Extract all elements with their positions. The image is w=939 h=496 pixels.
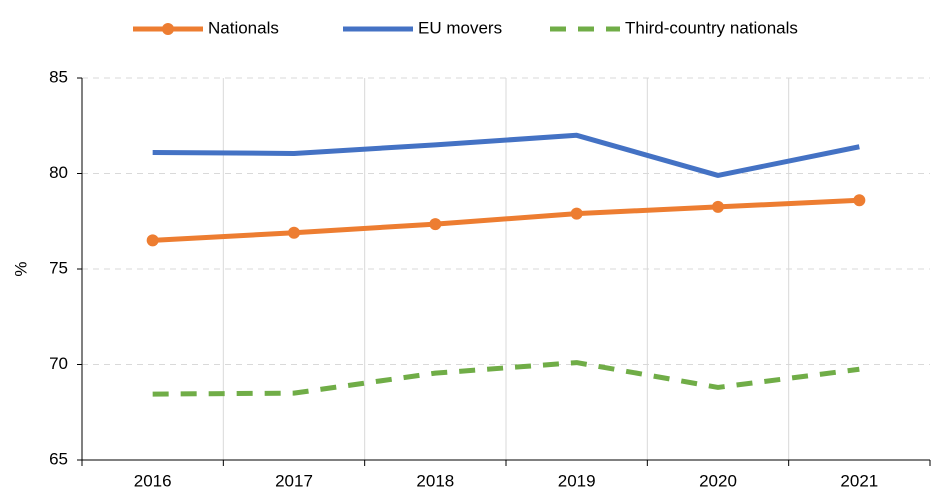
x-tick-label: 2020 <box>699 471 737 490</box>
y-tick-label: 70 <box>49 354 68 373</box>
legend-label: Third-country nationals <box>625 18 798 37</box>
x-tick-label: 2018 <box>416 471 454 490</box>
legend-label: EU movers <box>418 18 502 37</box>
marker <box>853 194 866 207</box>
marker <box>288 226 300 239</box>
x-tick-label: 2019 <box>558 471 596 490</box>
marker <box>146 234 159 247</box>
legend-marker <box>162 23 174 35</box>
series-line <box>152 132 860 178</box>
series-line <box>152 197 860 243</box>
marker <box>570 207 583 220</box>
y-tick-label: 75 <box>49 258 68 277</box>
marker <box>712 200 724 213</box>
y-tick-label: 85 <box>49 67 68 86</box>
marker <box>429 218 442 231</box>
x-tick-label: 2017 <box>275 471 313 490</box>
y-tick-label: 65 <box>49 449 68 468</box>
x-tick-label: 2021 <box>840 471 878 490</box>
legend-label: Nationals <box>208 18 279 37</box>
series-line <box>152 360 860 397</box>
x-tick-label: 2016 <box>134 471 172 490</box>
y-tick-label: 80 <box>49 163 68 182</box>
y-axis-label: % <box>11 261 30 276</box>
